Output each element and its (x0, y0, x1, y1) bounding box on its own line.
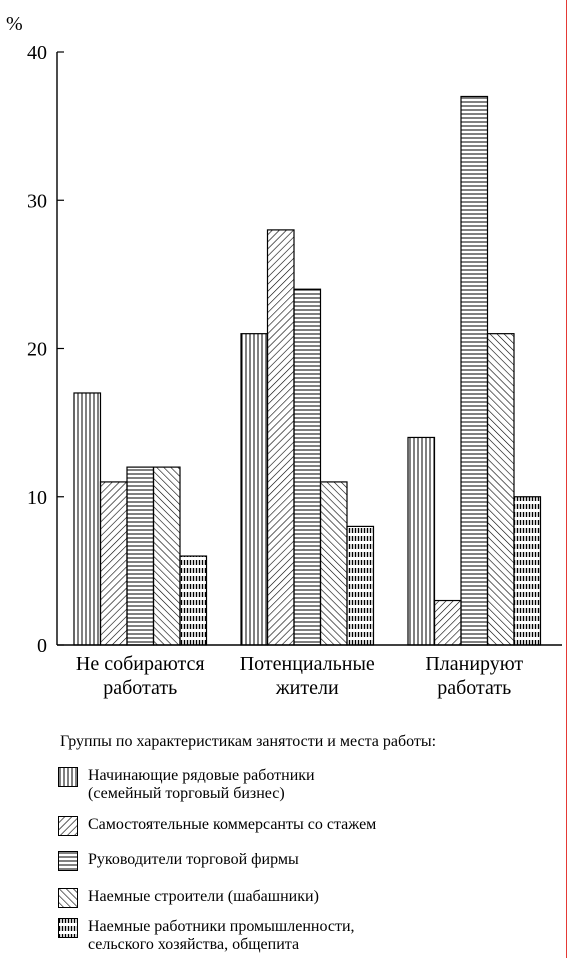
legend-swatch-icon (58, 918, 78, 938)
legend-title: Группы по характеристикам занятости и ме… (60, 733, 437, 750)
x-category-label: Потенциальные (240, 653, 375, 675)
legend-label: Начинающие рядовые работники (семейный т… (88, 767, 315, 802)
y-axis-unit-label: % (6, 13, 23, 35)
y-tick-label: 0 (37, 635, 47, 657)
legend-item: Руководители торговой фирмы (58, 851, 299, 871)
legend-label: Наемные строители (шабашники) (88, 888, 319, 905)
bar (407, 436, 436, 646)
y-tick-label: 10 (27, 487, 47, 509)
legend-swatch-icon (58, 851, 78, 871)
legend-label: Руководители торговой фирмы (88, 851, 299, 868)
y-tick-label: 40 (27, 42, 47, 64)
bar (460, 95, 489, 646)
bar (433, 599, 462, 646)
bar (513, 496, 542, 646)
bars-group (73, 95, 542, 646)
legend-swatch-icon (58, 888, 78, 908)
y-tick-label: 20 (27, 339, 47, 361)
x-category-label: Планируют (425, 653, 523, 675)
bar (240, 333, 269, 646)
legend-item: Наемные строители (шабашники) (58, 888, 319, 908)
bar (179, 555, 208, 646)
legend-item: Самостоятельные коммерсанты со стажем (58, 816, 376, 836)
legend-swatch-icon (58, 767, 78, 787)
bar (126, 466, 155, 646)
bar (73, 392, 102, 646)
legend-item: Начинающие рядовые работники (семейный т… (58, 767, 315, 803)
bar (346, 525, 375, 646)
bar (99, 481, 128, 646)
legend-label: Самостоятельные коммерсанты со стажем (88, 816, 377, 833)
legend-swatch-icon (58, 816, 78, 836)
bar (293, 288, 322, 646)
bar (319, 481, 348, 646)
legend-label: Наемные работники промышленности, сельск… (88, 918, 355, 953)
right-edge-line (566, 0, 567, 958)
bar (486, 333, 515, 646)
legend-item: Наемные работники промышленности, сельск… (58, 918, 355, 954)
x-category-label: жители (275, 677, 339, 699)
x-category-label: работать (103, 677, 177, 699)
bar (266, 229, 295, 646)
y-tick-label: 30 (27, 190, 47, 212)
bar (152, 466, 181, 646)
x-category-label: Не собираются (76, 653, 205, 675)
x-category-label: работать (437, 677, 511, 699)
